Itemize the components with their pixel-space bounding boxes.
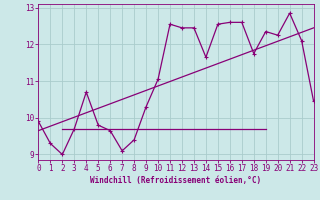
X-axis label: Windchill (Refroidissement éolien,°C): Windchill (Refroidissement éolien,°C) <box>91 176 261 185</box>
